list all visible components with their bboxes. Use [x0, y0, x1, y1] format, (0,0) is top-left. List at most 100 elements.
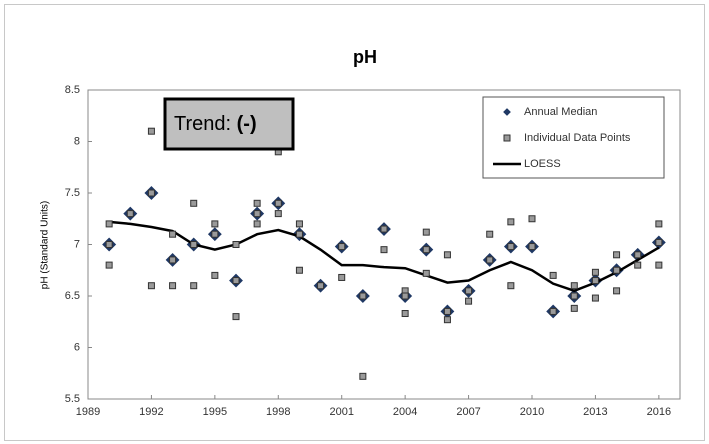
legend-box	[482, 96, 665, 179]
data-point	[465, 297, 473, 305]
x-tick-label: 2013	[583, 406, 607, 418]
data-point	[211, 230, 219, 238]
data-point	[211, 271, 219, 279]
y-tick-label: 7.5	[65, 187, 80, 199]
data-point	[380, 246, 388, 254]
data-point	[253, 210, 261, 218]
data-point	[591, 268, 599, 276]
x-tick-label: 1998	[266, 406, 290, 418]
data-point	[507, 282, 515, 290]
x-tick-label: 2010	[520, 406, 544, 418]
y-tick-label: 5.5	[65, 393, 80, 405]
data-point	[190, 199, 198, 207]
data-point	[295, 266, 303, 274]
data-point	[443, 316, 451, 324]
data-point	[486, 230, 494, 238]
y-tick-label: 8.5	[65, 84, 80, 96]
data-point	[613, 251, 621, 259]
data-point	[634, 251, 642, 259]
data-point	[211, 220, 219, 228]
data-point	[591, 294, 599, 302]
y-tick-label: 7	[74, 238, 80, 250]
x-tick-label: 2001	[329, 406, 353, 418]
data-point	[190, 241, 198, 248]
data-point	[443, 251, 451, 259]
data-point	[401, 310, 409, 318]
data-point	[190, 282, 198, 290]
data-point	[549, 271, 557, 279]
data-point	[169, 282, 177, 290]
data-point	[443, 307, 451, 315]
data-point	[232, 277, 240, 285]
data-point	[274, 210, 282, 218]
data-point	[338, 273, 346, 281]
trend-text: Trend: (-)	[174, 113, 257, 135]
legend-label: Annual Median	[524, 106, 597, 118]
data-point	[507, 218, 515, 226]
legend-label: Individual Data Points	[524, 132, 631, 144]
y-tick-label: 8	[74, 135, 80, 147]
y-tick-label: 6.5	[65, 290, 80, 302]
data-point	[655, 261, 663, 269]
data-point	[295, 230, 303, 238]
y-tick-label: 6	[74, 341, 80, 353]
data-point	[147, 127, 155, 135]
data-point	[570, 304, 578, 312]
trend-label: Trend:	[174, 113, 231, 135]
data-point	[507, 243, 515, 251]
data-point	[570, 282, 578, 290]
x-tick-label: 1989	[76, 406, 100, 418]
data-point	[655, 220, 663, 228]
data-point	[486, 256, 494, 264]
data-point	[528, 215, 536, 223]
data-point	[503, 134, 511, 142]
data-point	[105, 220, 113, 228]
median-marker	[502, 107, 512, 117]
data-point	[317, 282, 325, 290]
data-point	[105, 261, 113, 269]
data-point	[613, 287, 621, 295]
data-point	[232, 241, 240, 248]
data-point	[634, 261, 642, 269]
data-point	[295, 220, 303, 228]
x-tick-label: 2007	[456, 406, 480, 418]
data-point	[401, 292, 409, 300]
data-point	[253, 199, 261, 207]
data-point	[359, 372, 367, 380]
x-tick-label: 2016	[647, 406, 671, 418]
data-point	[655, 238, 663, 246]
data-point	[380, 225, 388, 233]
data-point	[338, 243, 346, 251]
data-point	[422, 246, 430, 254]
data-point	[422, 228, 430, 236]
legend: Annual Median Individual Data Points LOESS	[493, 106, 631, 170]
data-point	[528, 243, 536, 251]
plot-area	[100, 127, 668, 380]
data-point	[359, 292, 367, 300]
data-point	[591, 277, 599, 285]
x-tick-label: 1992	[139, 406, 163, 418]
trend-value: (-)	[237, 113, 257, 135]
data-point	[169, 256, 177, 264]
data-point	[147, 189, 155, 197]
x-tick-label: 2004	[393, 406, 417, 418]
data-point	[169, 230, 177, 238]
data-point	[274, 199, 282, 207]
loess-line	[109, 220, 660, 293]
x-tick-label: 1995	[203, 406, 227, 418]
data-point	[422, 269, 430, 277]
data-point	[613, 266, 621, 274]
legend-label: LOESS	[524, 158, 561, 170]
data-point	[253, 220, 261, 228]
data-point	[147, 282, 155, 290]
y-axis-label: pH (Standard Units)	[40, 201, 51, 289]
data-point	[105, 241, 113, 248]
data-point	[549, 307, 557, 315]
data-point	[126, 210, 134, 218]
data-point	[465, 287, 473, 295]
chart-title: pH	[353, 47, 377, 67]
data-point	[570, 292, 578, 300]
trend-box	[163, 97, 295, 151]
